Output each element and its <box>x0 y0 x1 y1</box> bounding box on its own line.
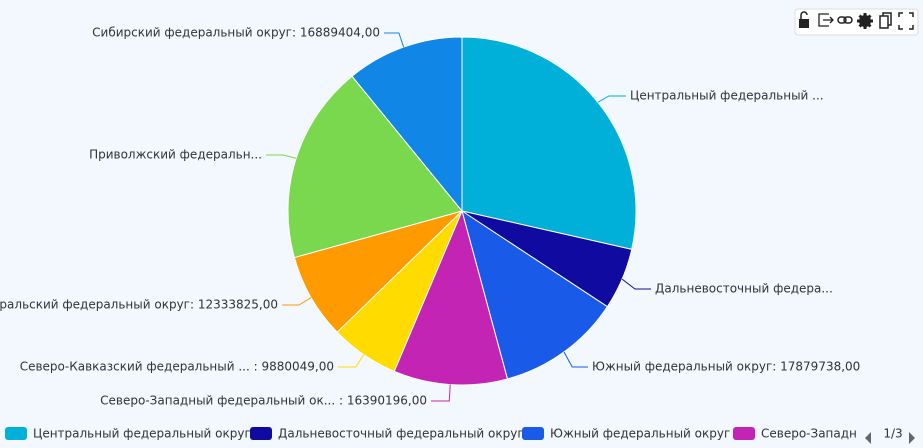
slice-label: Северо-Кавказский федеральный ... : 9880… <box>20 360 334 374</box>
legend-swatch <box>250 427 272 440</box>
toolbar <box>794 8 919 36</box>
pie-slice <box>461 36 637 250</box>
pie-slice <box>287 75 463 259</box>
slice-label: Сибирский федеральный округ: 16889404,00 <box>92 26 380 40</box>
settings-icon[interactable] <box>857 13 873 29</box>
slice-label: Северо-Западный федеральный ок... : 1639… <box>100 394 427 408</box>
slice-label: Центральный федеральный ... <box>630 89 824 103</box>
legend-swatch <box>733 427 755 440</box>
leader-line <box>384 32 405 48</box>
legend-label: Северо-Западный федеральный округ <box>761 427 923 441</box>
unlock-icon[interactable] <box>799 11 809 28</box>
legend-label: Дальневосточный федеральный округ <box>278 427 524 441</box>
leader-line <box>431 384 451 402</box>
leader-line <box>621 278 651 290</box>
slice-label: Приволжский федеральн... <box>89 148 262 162</box>
link-icon[interactable] <box>837 16 853 24</box>
leader-line <box>266 154 297 159</box>
leader-line <box>563 351 588 368</box>
leader-line <box>282 297 312 306</box>
pie-slice <box>461 209 609 380</box>
legend-item[interactable]: Дальневосточный федеральный округ <box>250 427 524 441</box>
legend-item[interactable]: Центральный федеральный округ <box>5 427 251 441</box>
pie-slice <box>351 36 463 213</box>
legend-swatch <box>5 427 27 440</box>
slice-label: Уральский федеральный округ: 12333825,00 <box>0 298 278 312</box>
slice-label: Южный федеральный округ: 17879738,00 <box>592 360 860 374</box>
legend-page: 1/3 <box>883 427 902 441</box>
legend-label: Южный федеральный округ <box>550 427 730 441</box>
fullscreen-icon[interactable] <box>898 12 914 30</box>
slice-label: Дальневосточный федера... <box>655 282 833 296</box>
legend-swatch <box>522 427 544 440</box>
legend: Центральный федеральный округ Дальневосто… <box>5 427 923 441</box>
copy-icon[interactable] <box>879 12 892 29</box>
legend-next[interactable] <box>909 432 915 444</box>
legend-item[interactable]: Северо-Западный федеральный округ <box>733 427 923 441</box>
legend-label: Центральный федеральный округ <box>33 427 251 441</box>
pie-slice <box>393 209 509 386</box>
leader-line <box>597 95 626 103</box>
legend-item[interactable]: Южный федеральный округ <box>522 427 730 441</box>
legend-prev[interactable] <box>865 432 871 444</box>
leader-line <box>338 354 365 368</box>
export-icon[interactable] <box>818 13 834 27</box>
